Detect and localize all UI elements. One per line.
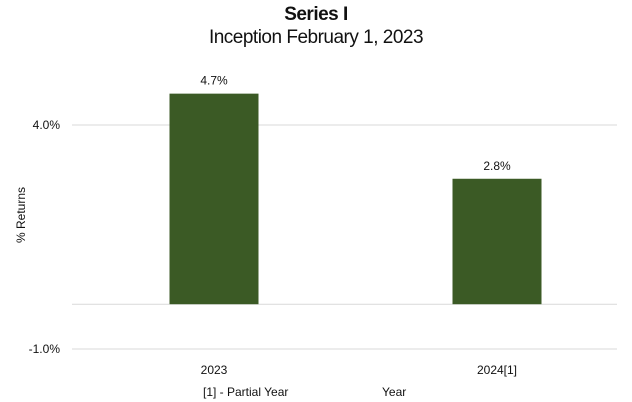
footnote: [1] - Partial Year [203, 385, 289, 399]
bar [452, 178, 542, 305]
x-tick-label: 2023 [201, 363, 228, 377]
y-tick-label: -1.0% [29, 342, 61, 356]
y-tick-label: 4.0% [33, 118, 61, 132]
data-label: 4.7% [200, 74, 228, 88]
chart-title: Series I [284, 4, 348, 25]
x-tick-label: 2024[1] [477, 363, 517, 377]
chart-subtitle: Inception February 1, 2023 [208, 27, 424, 48]
data-label: 2.8% [483, 159, 511, 173]
bar [169, 93, 259, 305]
x-axis-label: Year [382, 385, 407, 399]
